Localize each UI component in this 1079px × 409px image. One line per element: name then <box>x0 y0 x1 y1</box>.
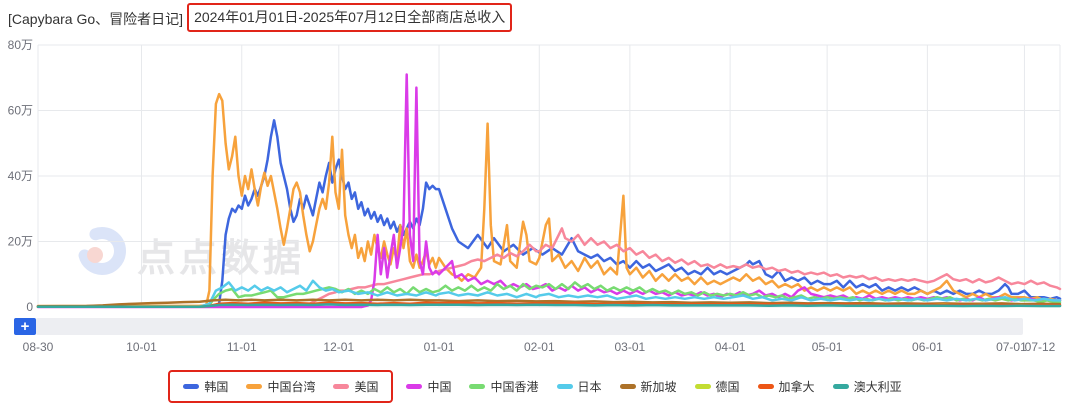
series-line-australia <box>36 303 1062 308</box>
legend-marker-canada <box>757 383 774 389</box>
x-axis-label: 01-01 <box>424 340 455 354</box>
legend-item-australia[interactable]: 澳大利亚 <box>832 378 902 395</box>
y-axis-label: 20万 <box>8 235 33 249</box>
legend-marker-korea <box>183 383 200 389</box>
legend-marker-germany <box>694 383 711 389</box>
legend-label-canada: 加拿大 <box>778 379 815 394</box>
legend-label-taiwan: 中国台湾 <box>267 379 316 394</box>
legend-item-germany[interactable]: 德国 <box>694 378 740 395</box>
legend-label-singapore: 新加坡 <box>640 379 677 394</box>
x-axis-label: 06-01 <box>912 340 943 354</box>
x-axis-label: 07-12 <box>1025 340 1056 354</box>
legend-label-australia: 澳大利亚 <box>853 379 902 394</box>
x-axis-label: 03-01 <box>615 340 646 354</box>
x-axis-label: 02-01 <box>524 340 555 354</box>
y-axis-label: 40万 <box>8 169 33 183</box>
x-axis-label: 05-01 <box>812 340 843 354</box>
legend-marker-hongkong <box>469 383 486 389</box>
legend-rest: 中国 中国香港 日本 新加坡 德国 加拿大 澳大利亚 <box>397 378 910 395</box>
series-line-usa <box>36 227 1062 308</box>
legend-label-korea: 韩国 <box>204 379 229 394</box>
legend-item-canada[interactable]: 加拿大 <box>757 378 815 395</box>
legend-label-china: 中国 <box>427 379 452 394</box>
x-axis-label: 11-01 <box>227 340 257 354</box>
legend: 韩国 中国台湾 美国 中国 中国香港 日本 新加坡 德国 加拿大 澳大利亚 <box>0 367 1079 405</box>
watermark-logo-icon <box>78 227 126 275</box>
legend-item-china[interactable]: 中国 <box>406 378 451 395</box>
x-axis-label: 10-01 <box>126 340 157 354</box>
x-axis-label: 08-30 <box>23 340 54 354</box>
y-axis-label: 80万 <box>8 38 33 52</box>
legend-marker-taiwan <box>246 383 263 389</box>
watermark-logo-dot <box>87 247 103 263</box>
series-line-japan <box>36 279 1062 308</box>
legend-item-taiwan[interactable]: 中国台湾 <box>246 378 315 395</box>
series-line-taiwan <box>36 92 1062 308</box>
legend-highlight-box: 韩国 中国台湾 美国 <box>168 369 394 403</box>
title-highlight-box: 2024年01月01日-2025年07月12日全部商店总收入 <box>187 3 513 32</box>
legend-marker-australia <box>832 383 849 389</box>
watermark-text: 点点数据 <box>137 238 305 280</box>
legend-marker-usa <box>333 383 350 389</box>
y-axis-label: 0 <box>26 300 33 314</box>
legend-item-singapore[interactable]: 新加坡 <box>619 378 677 395</box>
chart-title: [Capybara Go、冒险者日记] 2024年01月01日-2025年07月… <box>8 3 513 32</box>
datazoom-scrollbar[interactable] <box>36 318 1023 335</box>
zoom-add-button[interactable]: + <box>14 318 36 335</box>
legend-label-hongkong: 中国香港 <box>490 379 539 394</box>
legend-item-usa[interactable]: 美国 <box>333 378 378 395</box>
legend-marker-japan <box>556 383 573 389</box>
legend-item-japan[interactable]: 日本 <box>556 378 602 395</box>
series-line-korea <box>36 119 1062 308</box>
x-axis-label: 04-01 <box>715 340 746 354</box>
legend-marker-singapore <box>619 383 636 389</box>
x-axis-label: 07-01 <box>996 340 1027 354</box>
legend-item-korea[interactable]: 韩国 <box>183 378 228 395</box>
legend-label-usa: 美国 <box>354 379 379 394</box>
app-title-prefix: [Capybara Go、冒险者日记] <box>8 10 184 27</box>
legend-marker-china <box>406 383 423 389</box>
y-axis-label: 60万 <box>8 104 33 118</box>
legend-label-japan: 日本 <box>577 379 602 394</box>
x-axis-label: 12-01 <box>323 340 354 354</box>
revenue-chart[interactable]: 点点数据 0 20万 40万 60万 80万 08-30 10-01 11-01 12-01 01-… <box>0 0 1079 365</box>
legend-item-hongkong[interactable]: 中国香港 <box>469 378 539 395</box>
legend-label-germany: 德国 <box>715 379 740 394</box>
